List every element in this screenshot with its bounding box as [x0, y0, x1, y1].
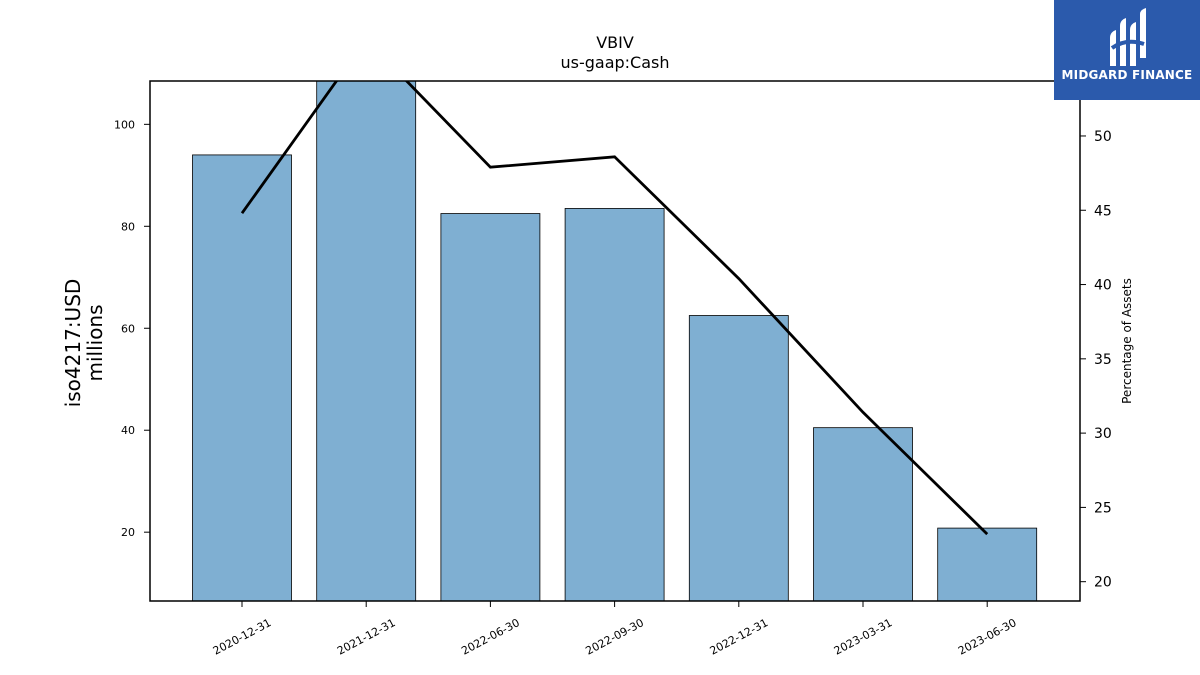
y2-tick-label: 35 [1094, 352, 1112, 368]
y-tick-label: 20 [121, 526, 135, 539]
bar-2022-06-30 [440, 213, 541, 602]
y-axis-left: 20 40 60 80 100 [114, 118, 150, 539]
bar-2022-12-31 [688, 315, 789, 602]
bar-2021-12-31 [316, 80, 417, 602]
bar-2020-12-31 [192, 154, 292, 602]
x-tick-label: 2021-12-31 [335, 616, 398, 657]
bar-2023-06-30 [937, 527, 1038, 602]
y2-tick-label: 45 [1094, 203, 1112, 219]
x-tick-label: 2022-09-30 [583, 616, 646, 657]
y2-axis-label: Percentage of Assets [1120, 278, 1134, 404]
x-tick-label: 2023-03-31 [832, 616, 895, 657]
y-tick-label: 100 [114, 118, 135, 131]
bar-2023-03-31 [813, 427, 913, 602]
chart-title: VBIV [596, 33, 634, 52]
y-axis-right: 20 25 30 35 40 45 50 [1080, 129, 1112, 591]
y2-tick-label: 30 [1094, 426, 1112, 442]
x-tick-label: 2022-06-30 [459, 616, 522, 657]
y2-tick-label: 20 [1094, 575, 1112, 591]
bar-series [192, 80, 1038, 602]
y-tick-label: 40 [121, 424, 135, 437]
logo-text: MIDGARD FINANCE [1061, 68, 1193, 82]
x-axis: 2020-12-31 2021-12-31 2022-06-30 2022-09-30… [211, 601, 1019, 658]
logo-mark-icon [1110, 8, 1146, 66]
bar-2022-09-30 [564, 208, 665, 602]
x-tick-label: 2020-12-31 [211, 616, 274, 657]
y-tick-label: 80 [121, 220, 135, 233]
y2-tick-label: 50 [1094, 129, 1112, 145]
percentage-of-assets-line [240, 81, 989, 536]
chart-subtitle: us-gaap:Cash [560, 53, 669, 72]
x-tick-label: 2023-06-30 [956, 616, 1019, 657]
brand-logo: MIDGARD FINANCE [1054, 0, 1200, 100]
y-axis-label: iso4217:USDmillions [61, 279, 107, 408]
y2-tick-label: 25 [1094, 500, 1112, 516]
y2-tick-label: 40 [1094, 278, 1112, 294]
x-tick-label: 2022-12-31 [708, 616, 771, 657]
line-series [240, 81, 989, 536]
y-tick-label: 60 [121, 322, 135, 335]
